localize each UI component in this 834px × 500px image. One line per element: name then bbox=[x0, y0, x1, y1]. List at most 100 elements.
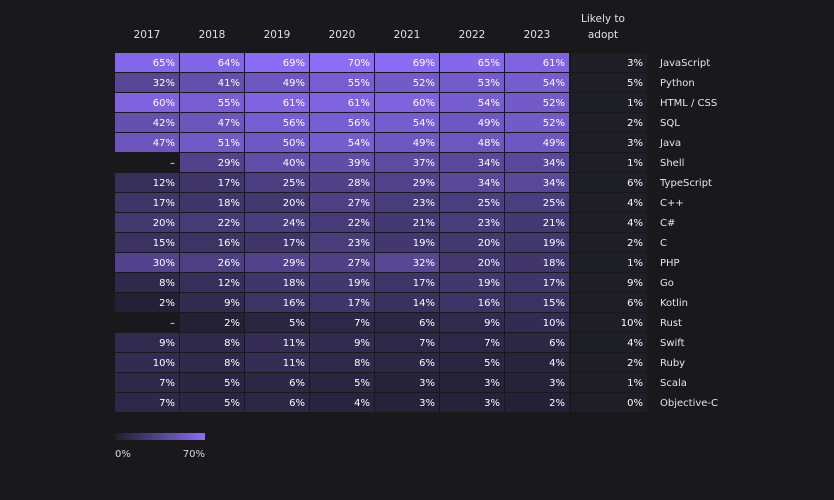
cell-value: 49% bbox=[543, 138, 565, 149]
heat-cell bbox=[115, 353, 179, 372]
heat-cell bbox=[505, 53, 569, 72]
heat-cell bbox=[505, 333, 569, 352]
cell-value: 3% bbox=[419, 398, 435, 409]
cell-value: 12% bbox=[153, 178, 175, 189]
heat-cell bbox=[245, 353, 309, 372]
heat-cell bbox=[245, 53, 309, 72]
heat-cell bbox=[505, 273, 569, 292]
cell-value: 23% bbox=[348, 238, 370, 249]
adopt-cell bbox=[571, 133, 647, 152]
heat-cell bbox=[375, 53, 439, 72]
adopt-cell bbox=[571, 313, 647, 332]
adopt-cell bbox=[571, 393, 647, 412]
cell-value: 24% bbox=[283, 218, 305, 229]
cell-value: 64% bbox=[218, 58, 240, 69]
heat-cell bbox=[180, 333, 244, 352]
cell-value: 3% bbox=[549, 378, 565, 389]
cell-value: 20% bbox=[153, 218, 175, 229]
cell-value: 25% bbox=[543, 198, 565, 209]
cell-value: 12% bbox=[218, 278, 240, 289]
heat-cell bbox=[310, 333, 374, 352]
heat-cell bbox=[310, 153, 374, 172]
cell-value: 20% bbox=[478, 238, 500, 249]
cell-value: 34% bbox=[478, 178, 500, 189]
cell-value: 47% bbox=[153, 138, 175, 149]
cell-value: 65% bbox=[153, 58, 175, 69]
cell-value: 16% bbox=[283, 298, 305, 309]
cell-value: – bbox=[170, 158, 175, 169]
cell-value: 61% bbox=[348, 98, 370, 109]
cell-value: 21% bbox=[413, 218, 435, 229]
cell-value: 16% bbox=[478, 298, 500, 309]
col-header-2022: 2022 bbox=[459, 29, 486, 41]
col-header-2018: 2018 bbox=[199, 29, 226, 41]
heat-cell bbox=[245, 253, 309, 272]
heat-cell bbox=[245, 313, 309, 332]
cell-value: 11% bbox=[283, 358, 305, 369]
heat-cell bbox=[375, 173, 439, 192]
heat-cell bbox=[505, 153, 569, 172]
heat-cell bbox=[245, 233, 309, 252]
adopt-cell bbox=[571, 113, 647, 132]
cell-value: 40% bbox=[283, 158, 305, 169]
cell-value: 51% bbox=[218, 138, 240, 149]
adopt-value: 9% bbox=[627, 278, 643, 289]
cell-value: 60% bbox=[153, 98, 175, 109]
heat-cell bbox=[505, 253, 569, 272]
cell-value: 54% bbox=[348, 138, 370, 149]
row-label: SQL bbox=[660, 118, 680, 129]
cell-value: 56% bbox=[348, 118, 370, 129]
heat-cell bbox=[375, 373, 439, 392]
cell-value: 3% bbox=[419, 378, 435, 389]
cell-value: 4% bbox=[354, 398, 370, 409]
heat-cell bbox=[505, 373, 569, 392]
cell-value: 69% bbox=[283, 58, 305, 69]
adopt-cell bbox=[571, 153, 647, 172]
heat-cell bbox=[245, 273, 309, 292]
col-header-2020: 2020 bbox=[329, 29, 356, 41]
adopt-value: 1% bbox=[627, 378, 643, 389]
cell-value: 5% bbox=[224, 378, 240, 389]
heat-cell bbox=[115, 313, 179, 332]
heat-cell bbox=[310, 133, 374, 152]
cell-value: 17% bbox=[413, 278, 435, 289]
heat-cell bbox=[310, 253, 374, 272]
heat-cell bbox=[440, 193, 504, 212]
heat-cell bbox=[440, 313, 504, 332]
cell-value: 37% bbox=[413, 158, 435, 169]
cell-value: 21% bbox=[543, 218, 565, 229]
heat-cell bbox=[440, 113, 504, 132]
heat-cell bbox=[505, 93, 569, 112]
adopt-cell bbox=[571, 253, 647, 272]
cell-value: 7% bbox=[159, 398, 175, 409]
adopt-value: 3% bbox=[627, 58, 643, 69]
cell-value: 61% bbox=[543, 58, 565, 69]
heat-cell bbox=[310, 373, 374, 392]
cell-value: 10% bbox=[153, 358, 175, 369]
heat-cell bbox=[440, 153, 504, 172]
col-header-2021: 2021 bbox=[394, 29, 421, 41]
adopt-value: 1% bbox=[627, 258, 643, 269]
cell-value: 42% bbox=[153, 118, 175, 129]
cell-value: 65% bbox=[478, 58, 500, 69]
heat-cell bbox=[245, 173, 309, 192]
heat-cell bbox=[180, 293, 244, 312]
heat-cell bbox=[180, 313, 244, 332]
adopt-cell bbox=[571, 93, 647, 112]
cell-value: 54% bbox=[478, 98, 500, 109]
heat-cell bbox=[245, 393, 309, 412]
heat-cell bbox=[180, 273, 244, 292]
heat-cell bbox=[310, 273, 374, 292]
row-label: C bbox=[660, 238, 667, 249]
heat-cell bbox=[440, 253, 504, 272]
col-header-2019: 2019 bbox=[264, 29, 291, 41]
cell-value: 15% bbox=[543, 298, 565, 309]
heat-cell bbox=[115, 233, 179, 252]
cell-value: 69% bbox=[413, 58, 435, 69]
row-label: Java bbox=[659, 138, 681, 149]
heat-cell bbox=[440, 213, 504, 232]
heat-cell bbox=[310, 353, 374, 372]
cell-value: 48% bbox=[478, 138, 500, 149]
cell-value: – bbox=[170, 318, 175, 329]
heat-cell bbox=[440, 133, 504, 152]
